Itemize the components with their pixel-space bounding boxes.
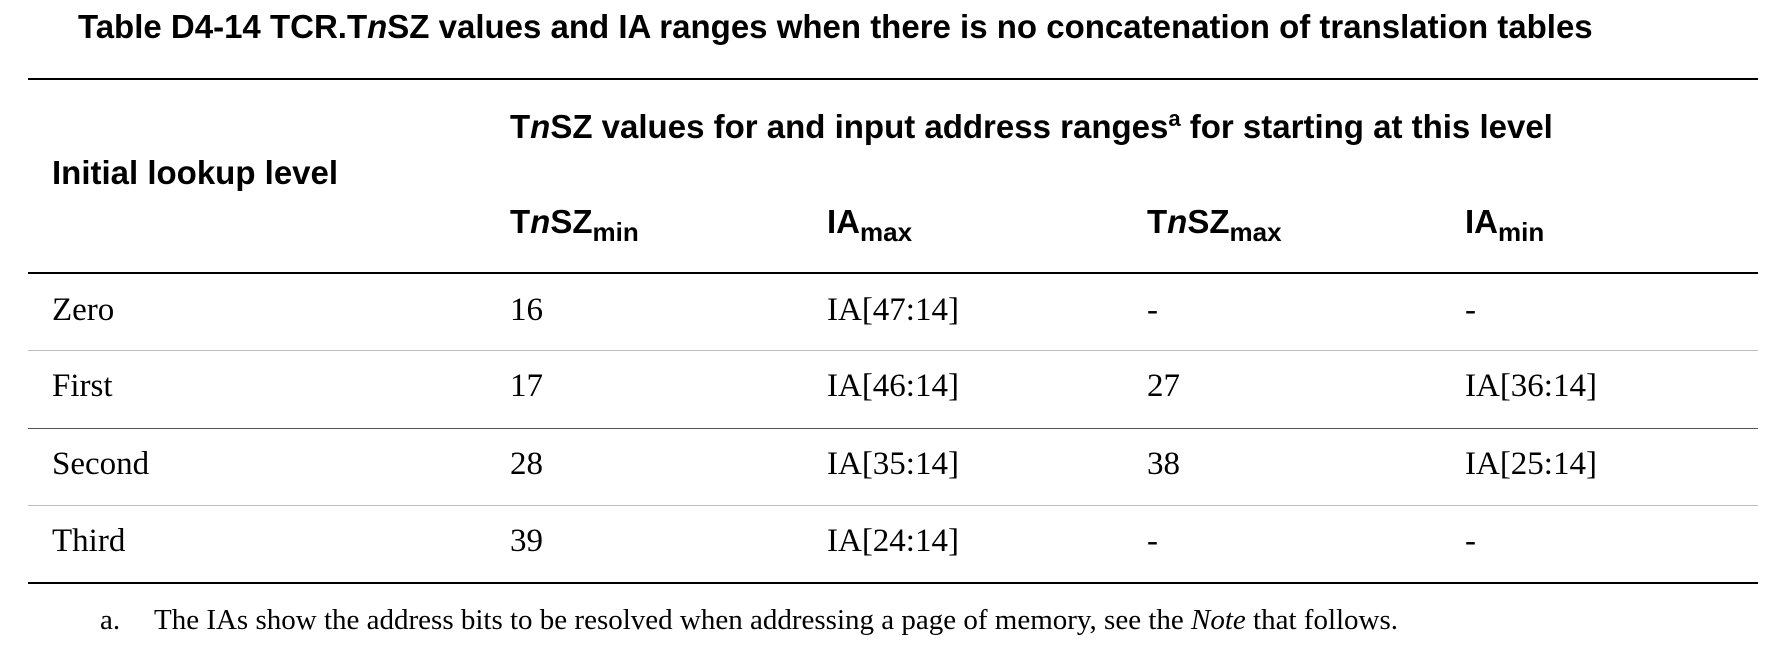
table-cell-tnsz-min: 28 (510, 446, 543, 482)
table-cell-ia-min: - (1465, 523, 1476, 559)
table-cell-tnsz-max: - (1147, 292, 1158, 328)
table-cell-tnsz-min: 17 (510, 368, 543, 404)
col-main: IA (827, 203, 860, 240)
col-sub: min (1498, 217, 1545, 247)
group-header-after: for starting at this level (1180, 108, 1553, 145)
table-cell-level: First (52, 368, 113, 404)
caption-prefix: Table D4-14 TCR.T (78, 8, 368, 45)
col-main: SZ (550, 203, 593, 240)
table-cell-ia-min: IA[25:14] (1465, 446, 1597, 482)
group-header-n: n (530, 108, 551, 145)
footnote-end: that follows. (1245, 604, 1399, 636)
col-pre: T (510, 203, 531, 240)
col-italic: n (1167, 203, 1188, 240)
table-cell-ia-max: IA[46:14] (827, 368, 959, 404)
col-main: SZ (1187, 203, 1230, 240)
table-cell-level: Zero (52, 292, 115, 328)
footnote-mark: a. (100, 604, 121, 636)
col-sub: min (592, 217, 639, 247)
table-cell-tnsz-min: 16 (510, 292, 543, 328)
column-header-tnsz-min: TnSZmin (510, 203, 639, 245)
col-pre: T (1147, 203, 1168, 240)
column-header-ia-max: IAmax (827, 203, 912, 245)
table-cell-level: Second (52, 446, 150, 482)
col-sub: max (860, 217, 913, 247)
group-header-text: SZ values for and input address ranges (550, 108, 1169, 145)
table-cell-level: Third (52, 523, 126, 559)
footnote-italic: Note (1191, 604, 1246, 636)
table-cell-tnsz-max: - (1147, 523, 1158, 559)
row-divider (28, 428, 1758, 429)
col-italic: n (530, 203, 551, 240)
header-rule (28, 272, 1758, 274)
footnote-ref: a (1168, 106, 1181, 131)
caption-italic: n (367, 8, 388, 45)
table-cell-tnsz-max: 27 (1147, 368, 1180, 404)
top-rule (28, 78, 1758, 80)
table-caption: Table D4-14 TCR.TnSZ values and IA range… (78, 8, 1593, 46)
row-divider (28, 505, 1758, 506)
table-cell-ia-max: IA[35:14] (827, 446, 959, 482)
footnote-text: The IAs show the address bits to be reso… (154, 604, 1192, 636)
caption-suffix: SZ values and IA ranges when there is no… (387, 8, 1593, 45)
table-cell-ia-max: IA[47:14] (827, 292, 959, 328)
table-cell-tnsz-max: 38 (1147, 446, 1180, 482)
group-header-t: T (510, 108, 531, 145)
col-sub: max (1229, 217, 1282, 247)
col-main: IA (1465, 203, 1498, 240)
bottom-rule (28, 582, 1758, 584)
table-cell-ia-max: IA[24:14] (827, 523, 959, 559)
row-divider (28, 350, 1758, 351)
group-header: TnSZ values for and input address ranges… (510, 108, 1553, 146)
table-footnote: a. The IAs show the address bits to be re… (100, 604, 1398, 637)
column-header-ia-min: IAmin (1465, 203, 1544, 245)
row-label-header: Initial lookup level (52, 154, 339, 191)
table-cell-ia-min: - (1465, 292, 1476, 328)
column-header-tnsz-max: TnSZmax (1147, 203, 1282, 245)
table-cell-tnsz-min: 39 (510, 523, 543, 559)
table-cell-ia-min: IA[36:14] (1465, 368, 1597, 404)
